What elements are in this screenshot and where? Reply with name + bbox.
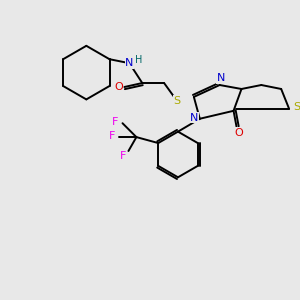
- Text: N: N: [125, 58, 134, 68]
- Text: N: N: [217, 73, 225, 83]
- Text: S: S: [173, 96, 181, 106]
- Text: F: F: [120, 151, 127, 161]
- Text: O: O: [234, 128, 243, 138]
- Text: N: N: [190, 113, 198, 123]
- Text: F: F: [108, 131, 115, 141]
- Text: H: H: [135, 55, 142, 65]
- Text: S: S: [293, 102, 300, 112]
- Text: O: O: [114, 82, 123, 92]
- Text: F: F: [112, 117, 119, 127]
